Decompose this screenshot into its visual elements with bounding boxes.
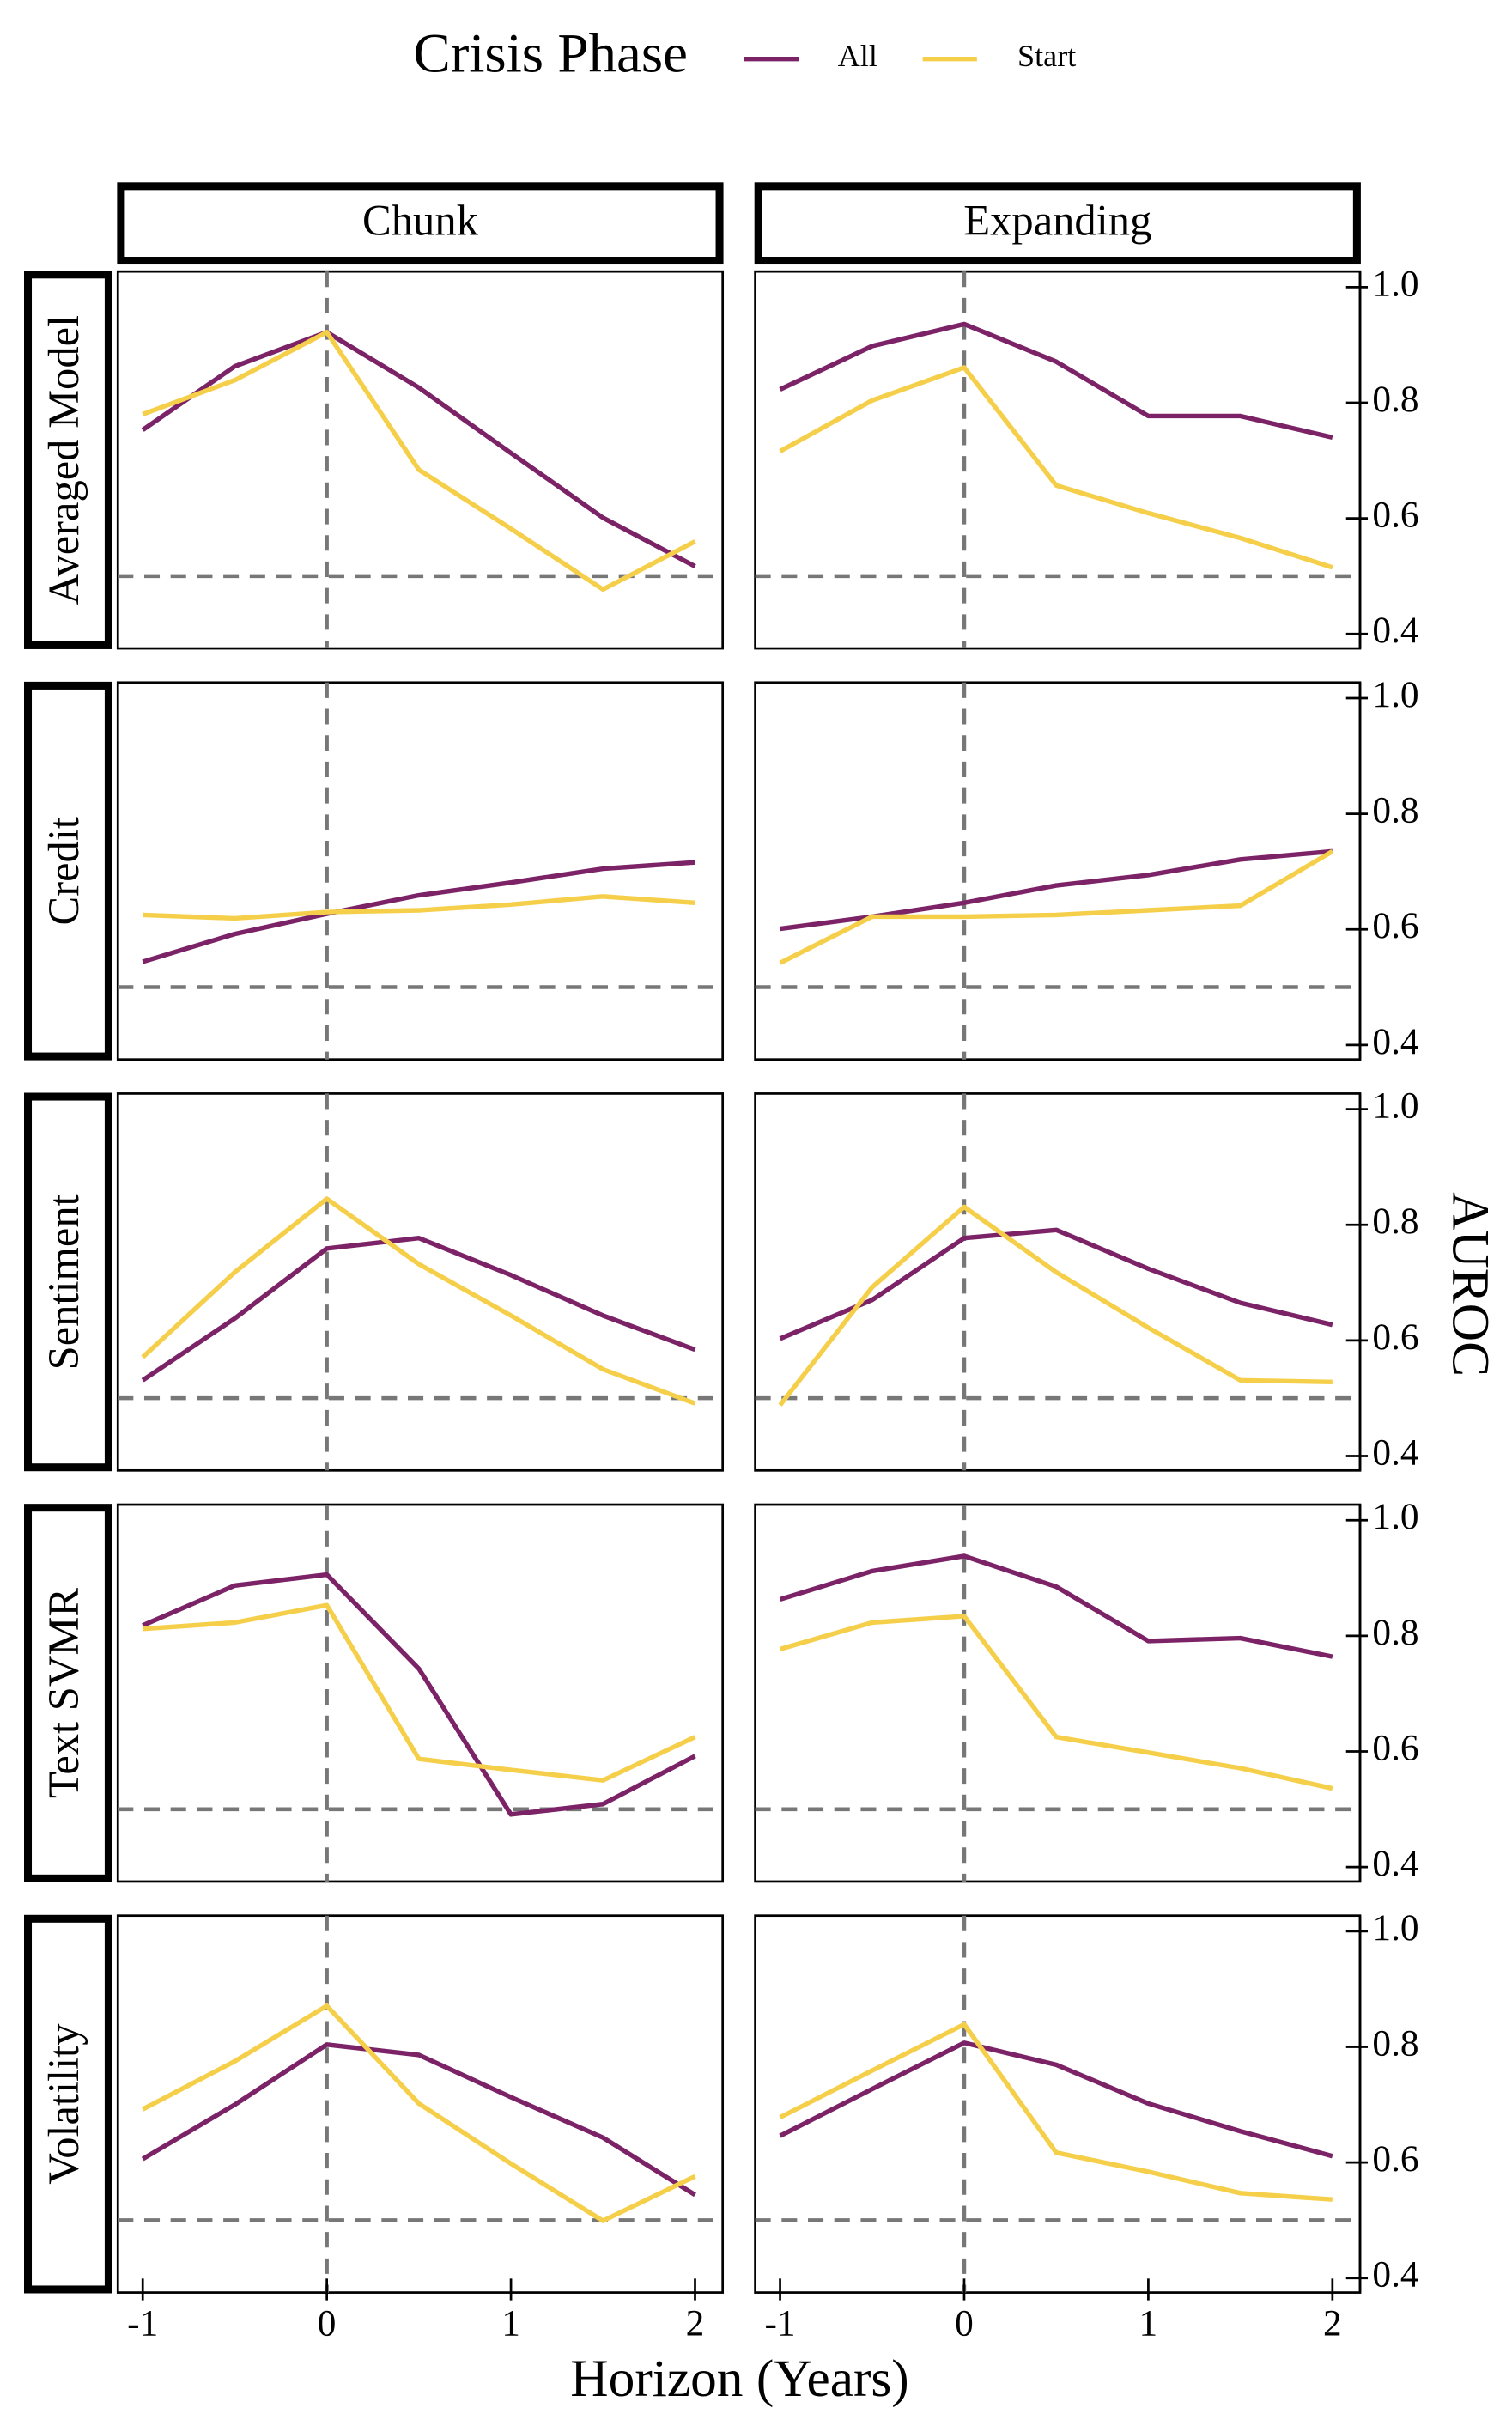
x-tick-label: 2 <box>1323 2302 1342 2344</box>
y-tick-label: 0.6 <box>1372 495 1418 536</box>
series-line <box>141 2003 696 2223</box>
row-label: Credit <box>39 817 88 925</box>
y-tick-label: 0.6 <box>1372 2138 1418 2180</box>
y-tick-label: 1.0 <box>1372 1496 1418 1537</box>
series-line <box>143 1602 696 1783</box>
y-tick-label: 0.8 <box>1372 379 1418 420</box>
series-line <box>141 330 696 568</box>
series-line <box>142 330 696 593</box>
y-tick-label: 0.4 <box>1372 2254 1418 2295</box>
panel <box>116 1092 725 1472</box>
panel <box>754 1914 1362 2294</box>
row-label: Sentiment <box>39 1194 88 1370</box>
y-tick-label: 0.8 <box>1372 2022 1418 2064</box>
column-label: Expanding <box>963 197 1151 245</box>
legend-label: All <box>838 39 877 73</box>
row-strip <box>23 1504 112 1882</box>
column-strip <box>117 182 724 265</box>
series-line <box>779 849 1334 965</box>
series-line <box>141 2042 696 2198</box>
series-line <box>778 1204 1333 1407</box>
row-strip <box>23 1092 112 1472</box>
y-tick-label: 0.8 <box>1372 1201 1418 1242</box>
series-line <box>141 1236 696 1383</box>
series-line <box>141 1196 696 1406</box>
y-tick-label: 1.0 <box>1372 1907 1418 1949</box>
x-tick-label: 1 <box>501 2302 520 2344</box>
series-line <box>142 1572 696 1817</box>
panel <box>116 1503 725 1883</box>
series-line <box>779 321 1333 440</box>
series-line <box>779 365 1333 570</box>
y-tick-label: 0.4 <box>1372 1021 1418 1062</box>
row-label: Text SVMR <box>39 1588 88 1798</box>
panel <box>116 270 725 650</box>
x-tick-label: 2 <box>686 2302 705 2344</box>
legend-title: Crisis Phase <box>413 23 688 85</box>
panel <box>754 681 1362 1061</box>
panel <box>116 681 725 1061</box>
y-tick-label: 0.8 <box>1372 790 1418 831</box>
series-line <box>142 860 695 964</box>
series-line <box>779 2040 1333 2159</box>
series-line <box>779 2022 1333 2202</box>
series-line <box>779 1553 1333 1659</box>
x-tick-label: -1 <box>764 2302 795 2344</box>
row-strip <box>23 1914 112 2294</box>
y-tick-label: 0.4 <box>1372 610 1418 651</box>
x-tick-label: -1 <box>127 2302 158 2344</box>
row-label: Averaged Model <box>39 315 88 605</box>
y-tick-label: 1.0 <box>1372 1085 1418 1127</box>
series-line <box>779 1227 1333 1341</box>
series-line <box>143 894 695 921</box>
y-tick-label: 0.8 <box>1372 1612 1418 1653</box>
legend-label: Start <box>1017 39 1076 73</box>
y-tick-label: 0.4 <box>1372 1432 1418 1473</box>
x-axis-label: Horizon (Years) <box>570 2350 908 2408</box>
y-tick-label: 1.0 <box>1372 263 1418 304</box>
column-strip <box>754 182 1361 265</box>
panel <box>754 1503 1362 1883</box>
panel <box>754 1092 1362 1472</box>
row-strip <box>23 271 112 649</box>
y-tick-label: 0.6 <box>1372 1316 1418 1358</box>
series-line <box>779 1614 1333 1791</box>
y-tick-label: 0.6 <box>1372 905 1418 946</box>
row-label: Volatility <box>39 2023 88 2185</box>
y-tick-label: 0.4 <box>1372 1843 1418 1884</box>
column-label: Chunk <box>362 197 479 245</box>
panel <box>754 270 1362 650</box>
x-tick-label: 0 <box>955 2302 974 2344</box>
y-tick-label: 0.6 <box>1372 1727 1418 1768</box>
y-axis-label: AUROC <box>1442 1192 1500 1377</box>
row-strip <box>23 681 112 1061</box>
y-tick-label: 1.0 <box>1372 674 1418 715</box>
x-tick-label: 1 <box>1139 2302 1158 2344</box>
x-tick-label: 0 <box>318 2302 337 2344</box>
